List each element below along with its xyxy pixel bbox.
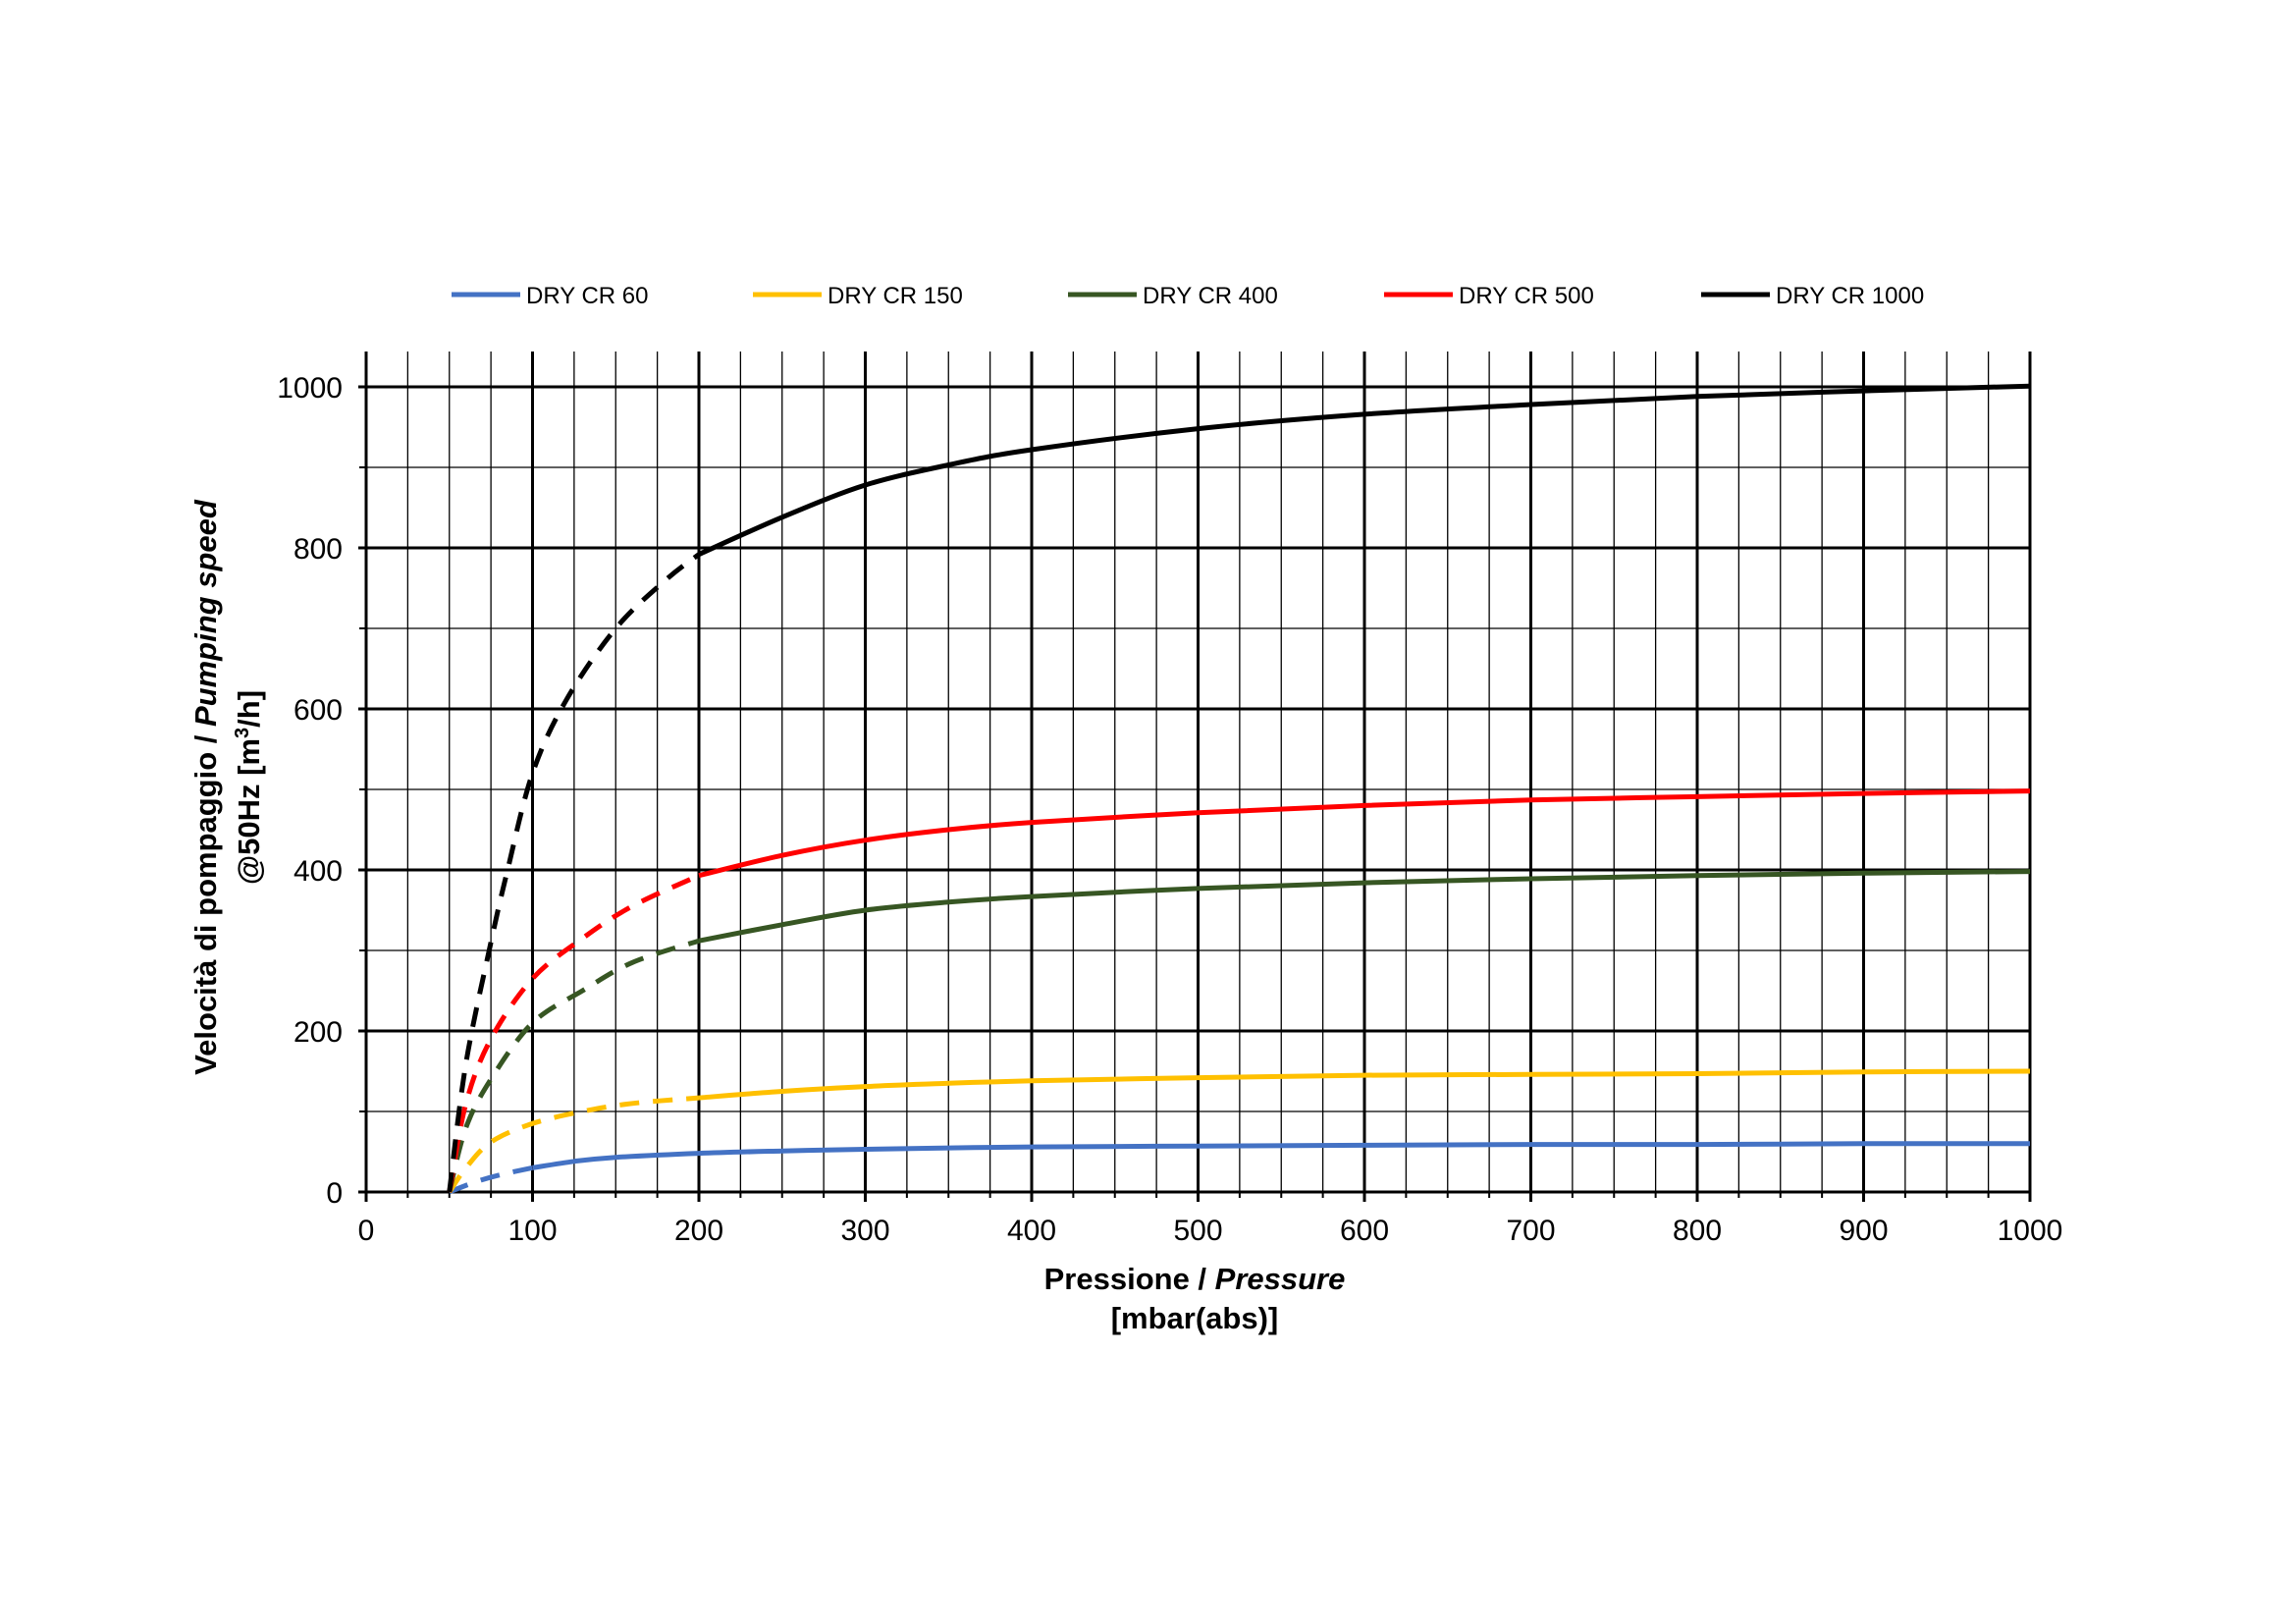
- legend-label-dry-cr-500: DRY CR 500: [1459, 283, 1594, 309]
- x-axis-title-main: Pressione /: [1044, 1262, 1215, 1296]
- series-line-dashed-dry-cr-150: [447, 1095, 700, 1194]
- series-line-solid-dry-cr-150: [698, 1068, 2031, 1101]
- x-tick-label: 0: [358, 1215, 375, 1247]
- y-tick-label: 200: [294, 1016, 343, 1049]
- x-tick-labels: 0 100 200 300 400 500 600 700 800 900 1000: [358, 1215, 2063, 1247]
- x-tick-label: 1000: [1998, 1215, 2063, 1247]
- x-tick-label: 500: [1173, 1215, 1222, 1247]
- y-axis-unit-suffix: /h]: [232, 690, 266, 728]
- x-tick-label: 600: [1340, 1215, 1389, 1247]
- y-tick-label: 1000: [277, 372, 343, 405]
- x-tick-label: 200: [674, 1215, 723, 1247]
- x-tick-label: 300: [840, 1215, 889, 1247]
- y-axis-title-italic: Pumping speed: [188, 499, 223, 727]
- series-lines: [447, 383, 2031, 1195]
- legend-label-dry-cr-60: DRY CR 60: [526, 283, 649, 309]
- legend-label-dry-cr-1000: DRY CR 1000: [1776, 283, 1924, 309]
- series-line-solid-dry-cr-400: [698, 869, 2031, 944]
- y-axis-unit: @50Hz [m3/h]: [232, 690, 266, 885]
- x-tick-label: 700: [1506, 1215, 1555, 1247]
- legend-label-dry-cr-400: DRY CR 400: [1143, 283, 1278, 309]
- y-axis-title: Velocità di pompaggio / Pumping speed: [188, 499, 223, 1075]
- axes: [359, 466, 1990, 1198]
- y-axis-unit-superscript: 3: [232, 728, 253, 738]
- x-axis-title: Pressione / Pressure: [1044, 1262, 1346, 1296]
- y-tick-label: 600: [294, 694, 343, 727]
- y-tick-label: 400: [294, 855, 343, 888]
- series-line-solid-dry-cr-60: [532, 1141, 2031, 1170]
- series-line-solid-dry-cr-500: [698, 788, 2031, 879]
- y-axis-title-group: Velocità di pompaggio / Pumping speed @5…: [188, 499, 266, 1075]
- x-tick-label: 400: [1007, 1215, 1056, 1247]
- x-axis-title-italic: Pressure: [1215, 1262, 1346, 1296]
- y-tick-label: 0: [326, 1177, 343, 1210]
- y-tick-labels: 0 200 400 600 800 1000: [277, 372, 343, 1210]
- y-axis-title-main: Velocità di pompaggio /: [188, 727, 223, 1075]
- series-line-dashed-dry-cr-60: [448, 1164, 534, 1195]
- grid-major: [358, 352, 2032, 1202]
- series-line-dashed-dry-cr-400: [447, 938, 700, 1193]
- y-tick-label: 800: [294, 533, 343, 566]
- series-line-dashed-dry-cr-1000: [447, 552, 701, 1193]
- y-axis-unit-prefix: @50Hz [m: [232, 738, 266, 885]
- x-tick-label: 900: [1839, 1215, 1888, 1247]
- series-line-solid-dry-cr-1000: [697, 383, 2031, 557]
- x-tick-label: 800: [1673, 1215, 1722, 1247]
- legend-label-dry-cr-150: DRY CR 150: [828, 283, 963, 309]
- legend: DRY CR 60 DRY CR 150 DRY CR 400 DRY CR 500 D…: [452, 283, 1924, 309]
- x-axis-unit: [mbar(abs)]: [1111, 1301, 1279, 1335]
- x-tick-label: 100: [507, 1215, 557, 1247]
